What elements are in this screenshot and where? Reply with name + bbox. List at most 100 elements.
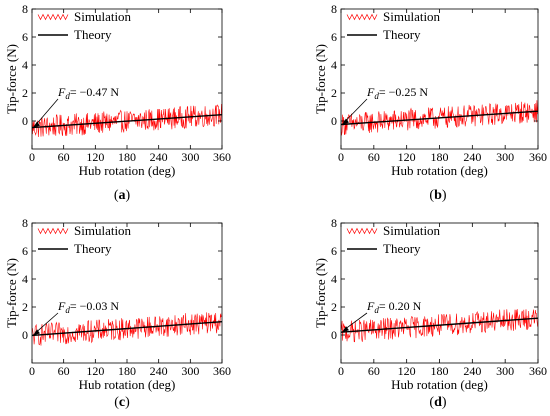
chart-panel-a: 0 60 120 180 240 300 360 0 2 4 6 8 Hub rotation (deg… [4, 2, 231, 203]
panel-label: (b) [429, 188, 446, 203]
annotation-symbol: F [57, 299, 66, 313]
y-tick-label: 4 [331, 272, 337, 286]
y-tick-label: 0 [22, 328, 28, 342]
panel-label-letter: c [119, 395, 125, 410]
annotation-value: = −0.25 N [379, 85, 429, 99]
x-tick-label: 300 [496, 364, 514, 378]
x-tick-label: 360 [213, 364, 231, 378]
x-tick-label: 360 [529, 150, 547, 164]
annotation-arrow-head [33, 121, 40, 128]
chart-panel-c: 0 60 120 180 240 300 360 0 2 4 6 8 Hub rotation (deg… [4, 216, 231, 410]
annotation-arrow-head [33, 329, 40, 336]
annotation-label: Fd= −0.03 N [57, 299, 119, 315]
panel-label: (c) [114, 395, 130, 410]
x-axis-label: Hub rotation (deg) [391, 163, 488, 178]
annotation-subscript: d [65, 91, 70, 101]
x-tick-label: 240 [150, 150, 168, 164]
annotation-arrow-head [342, 118, 349, 125]
plot-frame [340, 222, 539, 364]
x-tick-label: 180 [118, 364, 136, 378]
y-tick-label: 0 [331, 114, 337, 128]
y-tick-label: 4 [22, 58, 28, 72]
series-line-simulation [341, 308, 538, 343]
y-tick-label: 2 [331, 86, 337, 100]
x-axis-label: Hub rotation (deg) [79, 163, 176, 178]
legend-label-simulation: Simulation [74, 9, 132, 24]
legend-label-theory: Theory [74, 27, 112, 42]
x-tick-label: 120 [86, 150, 104, 164]
annotation-symbol: F [366, 299, 375, 313]
x-axis-label: Hub rotation (deg) [391, 377, 488, 392]
y-axis-label: Tip-force (N) [313, 258, 328, 328]
x-tick-label: 60 [368, 364, 380, 378]
series-line-simulation [32, 103, 222, 138]
chart-panel-b: 0 60 120 180 240 300 360 0 2 4 6 8 Hub rotation (deg… [313, 2, 547, 203]
panel-label-letter: b [434, 188, 442, 203]
y-tick-label: 4 [22, 272, 28, 286]
y-tick-label: 6 [22, 244, 28, 258]
legend-label-theory: Theory [383, 241, 421, 256]
x-tick-label: 240 [150, 364, 168, 378]
annotation-value: = −0.47 N [70, 85, 120, 99]
annotation-label: Fd= −0.25 N [366, 85, 428, 101]
x-tick-label: 0 [29, 150, 35, 164]
series-line-simulation [341, 100, 538, 136]
x-tick-label: 60 [368, 150, 380, 164]
y-tick-label: 2 [22, 86, 28, 100]
x-tick-label: 180 [118, 150, 136, 164]
panel-label: (a) [114, 188, 131, 203]
x-tick-label: 0 [338, 364, 344, 378]
legend-label-simulation: Simulation [383, 9, 441, 24]
annotation-arrow-line [344, 312, 368, 330]
y-tick-label: 4 [331, 58, 337, 72]
annotation-arrow-line [344, 98, 368, 122]
annotation-label: Fd= 0.20 N [366, 299, 422, 315]
panel-label-close: ) [442, 188, 447, 203]
annotation-symbol: F [57, 85, 66, 99]
x-tick-label: 300 [181, 150, 199, 164]
legend-label-theory: Theory [74, 241, 112, 256]
legend-label-theory: Theory [383, 27, 421, 42]
y-tick-label: 2 [22, 300, 28, 314]
y-tick-label: 0 [22, 114, 28, 128]
annotation-value: = 0.20 N [379, 299, 422, 313]
x-tick-label: 180 [431, 364, 449, 378]
annotation-subscript: d [374, 305, 379, 315]
legend-swatch-simulation [346, 227, 378, 235]
panel-label-close: ) [442, 395, 447, 410]
x-tick-label: 0 [338, 150, 344, 164]
annotation-symbol: F [366, 85, 375, 99]
x-tick-label: 120 [398, 150, 416, 164]
series-line-theory [341, 110, 538, 126]
y-axis-label: Tip-force (N) [4, 258, 19, 328]
y-tick-label: 6 [22, 30, 28, 44]
y-tick-label: 8 [22, 2, 28, 16]
x-tick-label: 120 [86, 364, 104, 378]
x-tick-label: 0 [29, 364, 35, 378]
series-line-theory [32, 114, 222, 129]
x-tick-label: 360 [529, 364, 547, 378]
panel-label-close: ) [125, 395, 130, 410]
panel-label: (d) [429, 395, 446, 410]
x-tick-label: 240 [463, 150, 481, 164]
panel-label-close: ) [126, 188, 131, 203]
panel-label-open: ( [114, 395, 119, 410]
x-tick-label: 300 [496, 150, 514, 164]
x-tick-label: 300 [181, 364, 199, 378]
legend-swatch-simulation [346, 13, 378, 21]
legend-swatch-simulation [37, 227, 69, 235]
annotation-arrow-line [35, 312, 59, 333]
x-tick-label: 180 [431, 150, 449, 164]
series-line-theory [32, 321, 222, 337]
series-line-theory [341, 317, 538, 333]
panel-label-open: ( [114, 188, 119, 203]
x-axis-label: Hub rotation (deg) [79, 377, 176, 392]
legend-label-simulation: Simulation [383, 223, 441, 238]
x-tick-label: 360 [213, 150, 231, 164]
y-tick-label: 0 [331, 328, 337, 342]
x-tick-label: 60 [58, 364, 70, 378]
annotation-arrow-head [342, 326, 349, 333]
legend-label-simulation: Simulation [74, 223, 132, 238]
annotation-value: = −0.03 N [70, 299, 120, 313]
